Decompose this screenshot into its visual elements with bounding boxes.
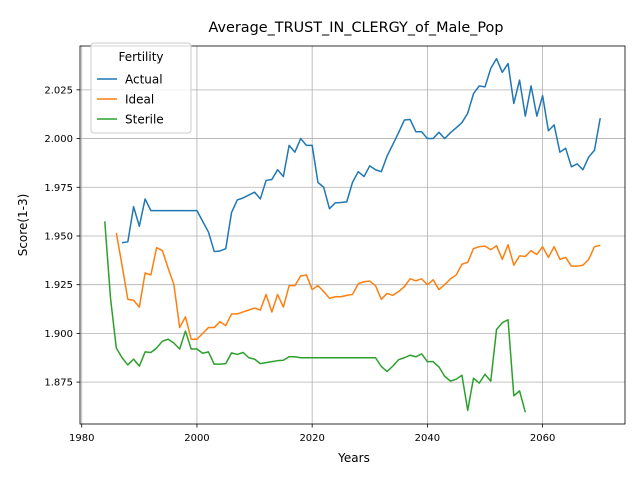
x-tick-label: 2020 [299, 433, 324, 444]
legend-label-sterile: Sterile [125, 113, 164, 127]
series-line-ideal [115, 232, 601, 340]
legend-label-actual: Actual [125, 73, 163, 87]
series-line-actual [121, 57, 601, 253]
y-tick-label: 1.900 [44, 329, 73, 340]
x-axis-label: Years [337, 451, 370, 465]
y-axis-ticks: 1.875 1.900 1.925 1.950 1.975 2.000 2.025 [44, 85, 80, 389]
y-tick-label: 1.925 [44, 280, 73, 291]
legend-title: Fertility [118, 50, 163, 64]
x-tick-label: 2060 [530, 433, 555, 444]
legend-entries: Actual Ideal Sterile [97, 73, 164, 127]
series-lines [104, 57, 601, 413]
x-tick-label: 2040 [415, 433, 440, 444]
y-axis-label: Score(1-3) [16, 194, 30, 257]
y-tick-label: 1.975 [44, 183, 73, 194]
legend-label-ideal: Ideal [125, 93, 154, 107]
y-tick-label: 2.000 [44, 134, 73, 145]
y-tick-label: 1.950 [44, 231, 73, 242]
series-line-sterile [104, 221, 527, 413]
chart-title: Average_TRUST_IN_CLERGY_of_Male_Pop [209, 20, 504, 36]
x-tick-label: 2000 [184, 433, 209, 444]
legend: Fertility Actual Ideal Sterile [90, 42, 192, 134]
y-tick-label: 2.025 [44, 85, 73, 96]
x-tick-label: 1980 [69, 433, 94, 444]
legend-box [90, 42, 192, 134]
grid [80, 46, 625, 424]
x-axis-ticks: 1980 2000 2020 2040 2060 [69, 424, 555, 444]
y-tick-label: 1.875 [44, 378, 73, 389]
plot-area-frame [79, 45, 626, 425]
